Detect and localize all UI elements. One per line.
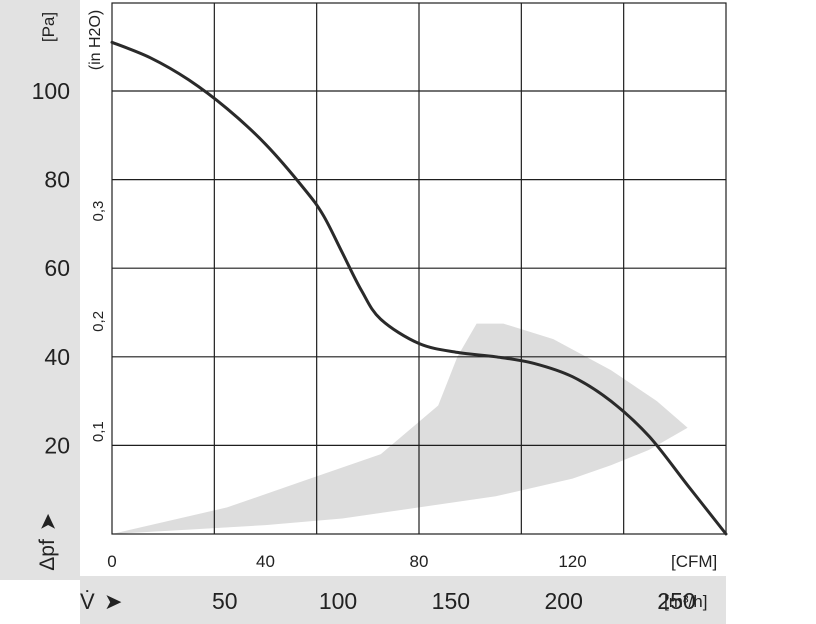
- x-top-unit-label: [CFM]: [671, 552, 717, 571]
- y-tick-label: 60: [44, 255, 70, 281]
- x-bottom-tick-label: 200: [544, 588, 582, 614]
- x-top-tick-label: 120: [558, 552, 586, 571]
- y-inner-tick-label: 0,1: [90, 421, 107, 442]
- pressure-curve: [110, 40, 728, 536]
- x-top-tick-label: 80: [410, 552, 429, 571]
- y-unit-label: [Pa]: [39, 12, 58, 42]
- y-tick-label: 20: [44, 432, 70, 458]
- x-bottom-tick-label: 100: [319, 588, 357, 614]
- x-top-tick-label: 40: [256, 552, 275, 571]
- y-axis-band: [0, 0, 80, 580]
- x-top-tick-label: 0: [107, 552, 116, 571]
- x-bottom-tick-label: 250: [657, 588, 695, 614]
- x-bottom-tick-label: 50: [212, 588, 238, 614]
- y-inner-tick-label: 0,2: [90, 311, 107, 332]
- y-tick-label: 100: [32, 78, 70, 104]
- x-bottom-unit-label: [m³/h]: [664, 592, 707, 611]
- y-inner-unit-label: (in H2O): [87, 10, 104, 70]
- x-direction-arrow-icon: ➤: [104, 589, 122, 614]
- x-bottom-tick-label: 150: [432, 588, 470, 614]
- x-axis-band: [80, 576, 726, 624]
- y-tick-label: 80: [44, 167, 70, 193]
- y-quantity-label: Δpf: [36, 539, 59, 571]
- x-quantity-label: V̇: [80, 589, 95, 614]
- y-tick-label: 40: [44, 344, 70, 370]
- operating-area: [112, 323, 688, 534]
- y-direction-arrow-icon: ➤: [35, 513, 60, 531]
- y-inner-tick-label: 0,3: [90, 201, 107, 222]
